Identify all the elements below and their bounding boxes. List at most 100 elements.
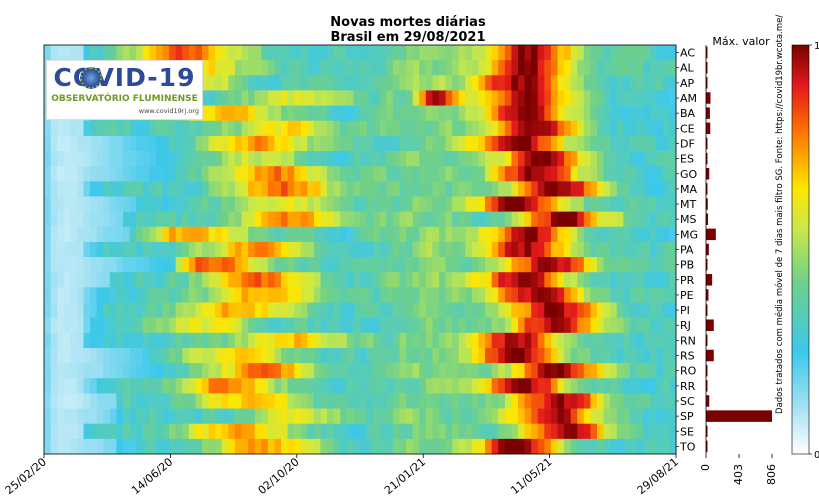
heatmap-cell [254,75,262,91]
heatmap-cell [669,347,677,364]
heatmap-cell [267,105,275,122]
heatmap-cell [478,181,486,197]
heatmap-cell [169,317,177,334]
heatmap-cell [656,105,664,122]
heatmap-cell [234,408,242,425]
heatmap-cell [300,166,308,182]
heatmap-cell [643,378,651,394]
heatmap-cell [327,75,335,91]
heatmap-cell [116,332,124,349]
heatmap-cell [287,272,295,288]
heatmap-cell [432,226,440,243]
heatmap-cell [307,302,315,318]
heatmap-cell [412,211,420,228]
heatmap-cell [439,287,446,303]
heatmap-cell [300,317,308,334]
heatmap-cell [76,257,84,273]
heatmap-cell [590,332,598,349]
heatmap-cell [202,272,209,288]
heatmap-cell [57,211,65,228]
heatmap-cell [333,257,341,273]
heatmap-cell [458,135,466,152]
bar-TO [706,440,708,453]
heatmap-cell [373,211,381,228]
heatmap-cell [491,257,499,273]
heatmap-cell [445,211,453,228]
heatmap-cell [136,241,144,258]
heatmap-cell [221,378,229,394]
heatmap-cell [162,120,170,137]
heatmap-cell [636,166,644,182]
heatmap-cell [649,438,657,455]
x-tick-label: 25/02/20 [3,455,49,497]
heatmap-cell [44,347,51,364]
heatmap-cell [96,423,104,440]
heatmap-cell [412,151,420,167]
heatmap-cell [432,272,440,288]
heatmap-cell [373,45,381,61]
heatmap-cell [564,135,572,152]
heatmap-cell [643,135,651,152]
heatmap-cell [636,393,644,409]
heatmap-cell [287,151,295,167]
heatmap-cell [129,257,137,273]
heatmap-cell [234,211,242,228]
heatmap-cell [478,90,486,106]
heatmap-cell [281,438,288,455]
heatmap-cell [478,105,486,122]
heatmap-cell [241,423,249,440]
heatmap-cell [50,211,58,228]
bar-PI [706,304,708,316]
heatmap-cell [202,257,209,273]
heatmap-cell [360,438,367,455]
heatmap-cell [570,105,578,122]
heatmap-cell [445,317,453,334]
heatmap-cell [333,363,341,379]
heatmap-cell [215,302,223,318]
heatmap-cell [583,226,591,243]
heatmap-cell [570,166,578,182]
heatmap-cell [669,151,677,167]
heatmap-cell [531,317,539,334]
bar-AC [706,46,708,59]
heatmap-cell [590,423,598,440]
heatmap-cell [267,211,275,228]
heatmap-cell [656,332,664,349]
heatmap-cell [656,196,664,212]
heatmap-cell [327,332,335,349]
heatmap-cell [44,241,51,258]
heatmap-cell [432,287,440,303]
heatmap-cell [103,317,111,334]
heatmap-cell [320,378,328,394]
heatmap-cell [360,90,367,106]
heatmap-cell [439,302,446,318]
heatmap-cell [550,317,558,334]
heatmap-cell [129,151,137,167]
heatmap-cell [346,181,354,197]
heatmap-cell [70,241,78,258]
heatmap-cell [360,166,367,182]
heatmap-cell [485,196,493,212]
heatmap-cell [208,211,216,228]
heatmap-cell [90,287,98,303]
heatmap-cell [281,317,288,334]
heatmap-cell [656,135,664,152]
heatmap-cell [281,181,288,197]
heatmap-cell [544,196,552,212]
heatmap-cell [287,196,295,212]
heatmap-cell [452,302,460,318]
heatmap-cell [629,272,637,288]
heatmap-cell [412,287,420,303]
heatmap-cell [142,196,150,212]
heatmap-cell [597,363,604,379]
heatmap-cell [412,332,420,349]
heatmap-cell [215,45,223,61]
heatmap-cell [162,272,170,288]
heatmap-cell [136,166,144,182]
heatmap-cell [419,393,427,409]
heatmap-cell [452,60,460,76]
heatmap-cell [452,75,460,91]
heatmap-cell [346,257,354,273]
heatmap-cell [452,211,460,228]
heatmap-cell [169,166,177,182]
